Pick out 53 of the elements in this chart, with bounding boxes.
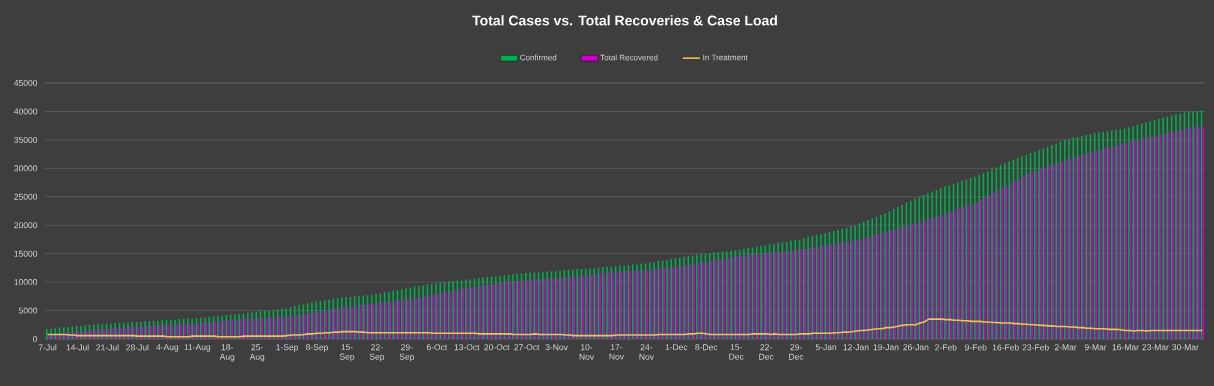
x-tick-label: 6-Oct [426,344,448,351]
x-tick-label: 30-Mar [1172,344,1199,351]
y-tick-label: 20000 [14,222,38,229]
x-tick-label: 23-Feb [1022,344,1049,351]
x-tick-label: 21-Jul [96,344,119,351]
y-tick-label: 30000 [14,165,38,172]
x-tick-label: 7-Jul [38,344,57,351]
x-tick-label: 23-Mar [1142,344,1169,351]
y-tick-label: 35000 [14,136,38,143]
x-tick-label: 25-Aug [249,344,265,362]
x-tick-label: 15-Sep [339,344,355,362]
x-tick-label: 11-Aug [184,344,211,352]
y-tick-label: 10000 [14,279,38,286]
x-tick-label: 26-Jan [903,344,929,351]
x-tick-label: 3-Nov [545,344,568,351]
chart-title: Total Cases vs. Total Recoveries & Case Load [472,15,777,26]
legend-label: In Treatment [703,54,748,61]
x-tick-label: 2-Mar [1054,344,1077,351]
x-tick-label: 24-Nov [639,344,654,360]
x-tick-label: 15-Dec [729,344,744,360]
x-tick-label: 29-Dec [789,344,804,360]
x-tick-label: 8-Sep [306,344,329,352]
x-tick-label: 13-Oct [454,344,480,351]
x-tick-label: 1-Dec [665,344,688,351]
x-tick-label: 17-Nov [609,344,624,360]
x-tick-label: 8-Dec [695,344,718,351]
x-tick-label: 16-Feb [992,344,1019,351]
y-tick-label: 5000 [18,307,38,314]
y-tick-label: 15000 [14,250,38,257]
x-tick-label: 22-Dec [759,344,774,360]
x-tick-label: 9-Feb [965,344,987,351]
x-tick-label: 27-Oct [514,344,540,351]
y-tick-label: 45000 [14,80,38,87]
x-tick-label: 16-Mar [1112,344,1139,351]
x-tick-label: 2-Feb [935,344,957,351]
x-tick-label: 19-Jan [873,344,899,351]
y-tick-label: 25000 [14,193,38,200]
x-tick-label: 22-Sep [369,344,385,362]
x-tick-label: 14-Jul [66,344,89,351]
x-tick-label: 29-Sep [399,344,415,362]
x-tick-label: 20-Oct [484,344,510,351]
y-tick-label: 0 [33,336,38,342]
legend-label: Confirmed [520,54,557,61]
x-tick-label: 28-Jul [126,344,149,351]
y-tick-label: 40000 [14,108,38,115]
x-tick-label: 1-Sep [276,344,299,352]
x-tick-label: 18-Aug [219,344,235,362]
x-tick-label: 9-Mar [1084,344,1107,351]
legend-label: Total Recovered [600,54,658,61]
x-tick-label: 4-Aug [156,344,179,352]
x-tick-label: 10-Nov [579,344,595,360]
x-tick-label: 12-Jan [843,344,869,351]
x-tick-label: 5-Jan [815,344,837,351]
